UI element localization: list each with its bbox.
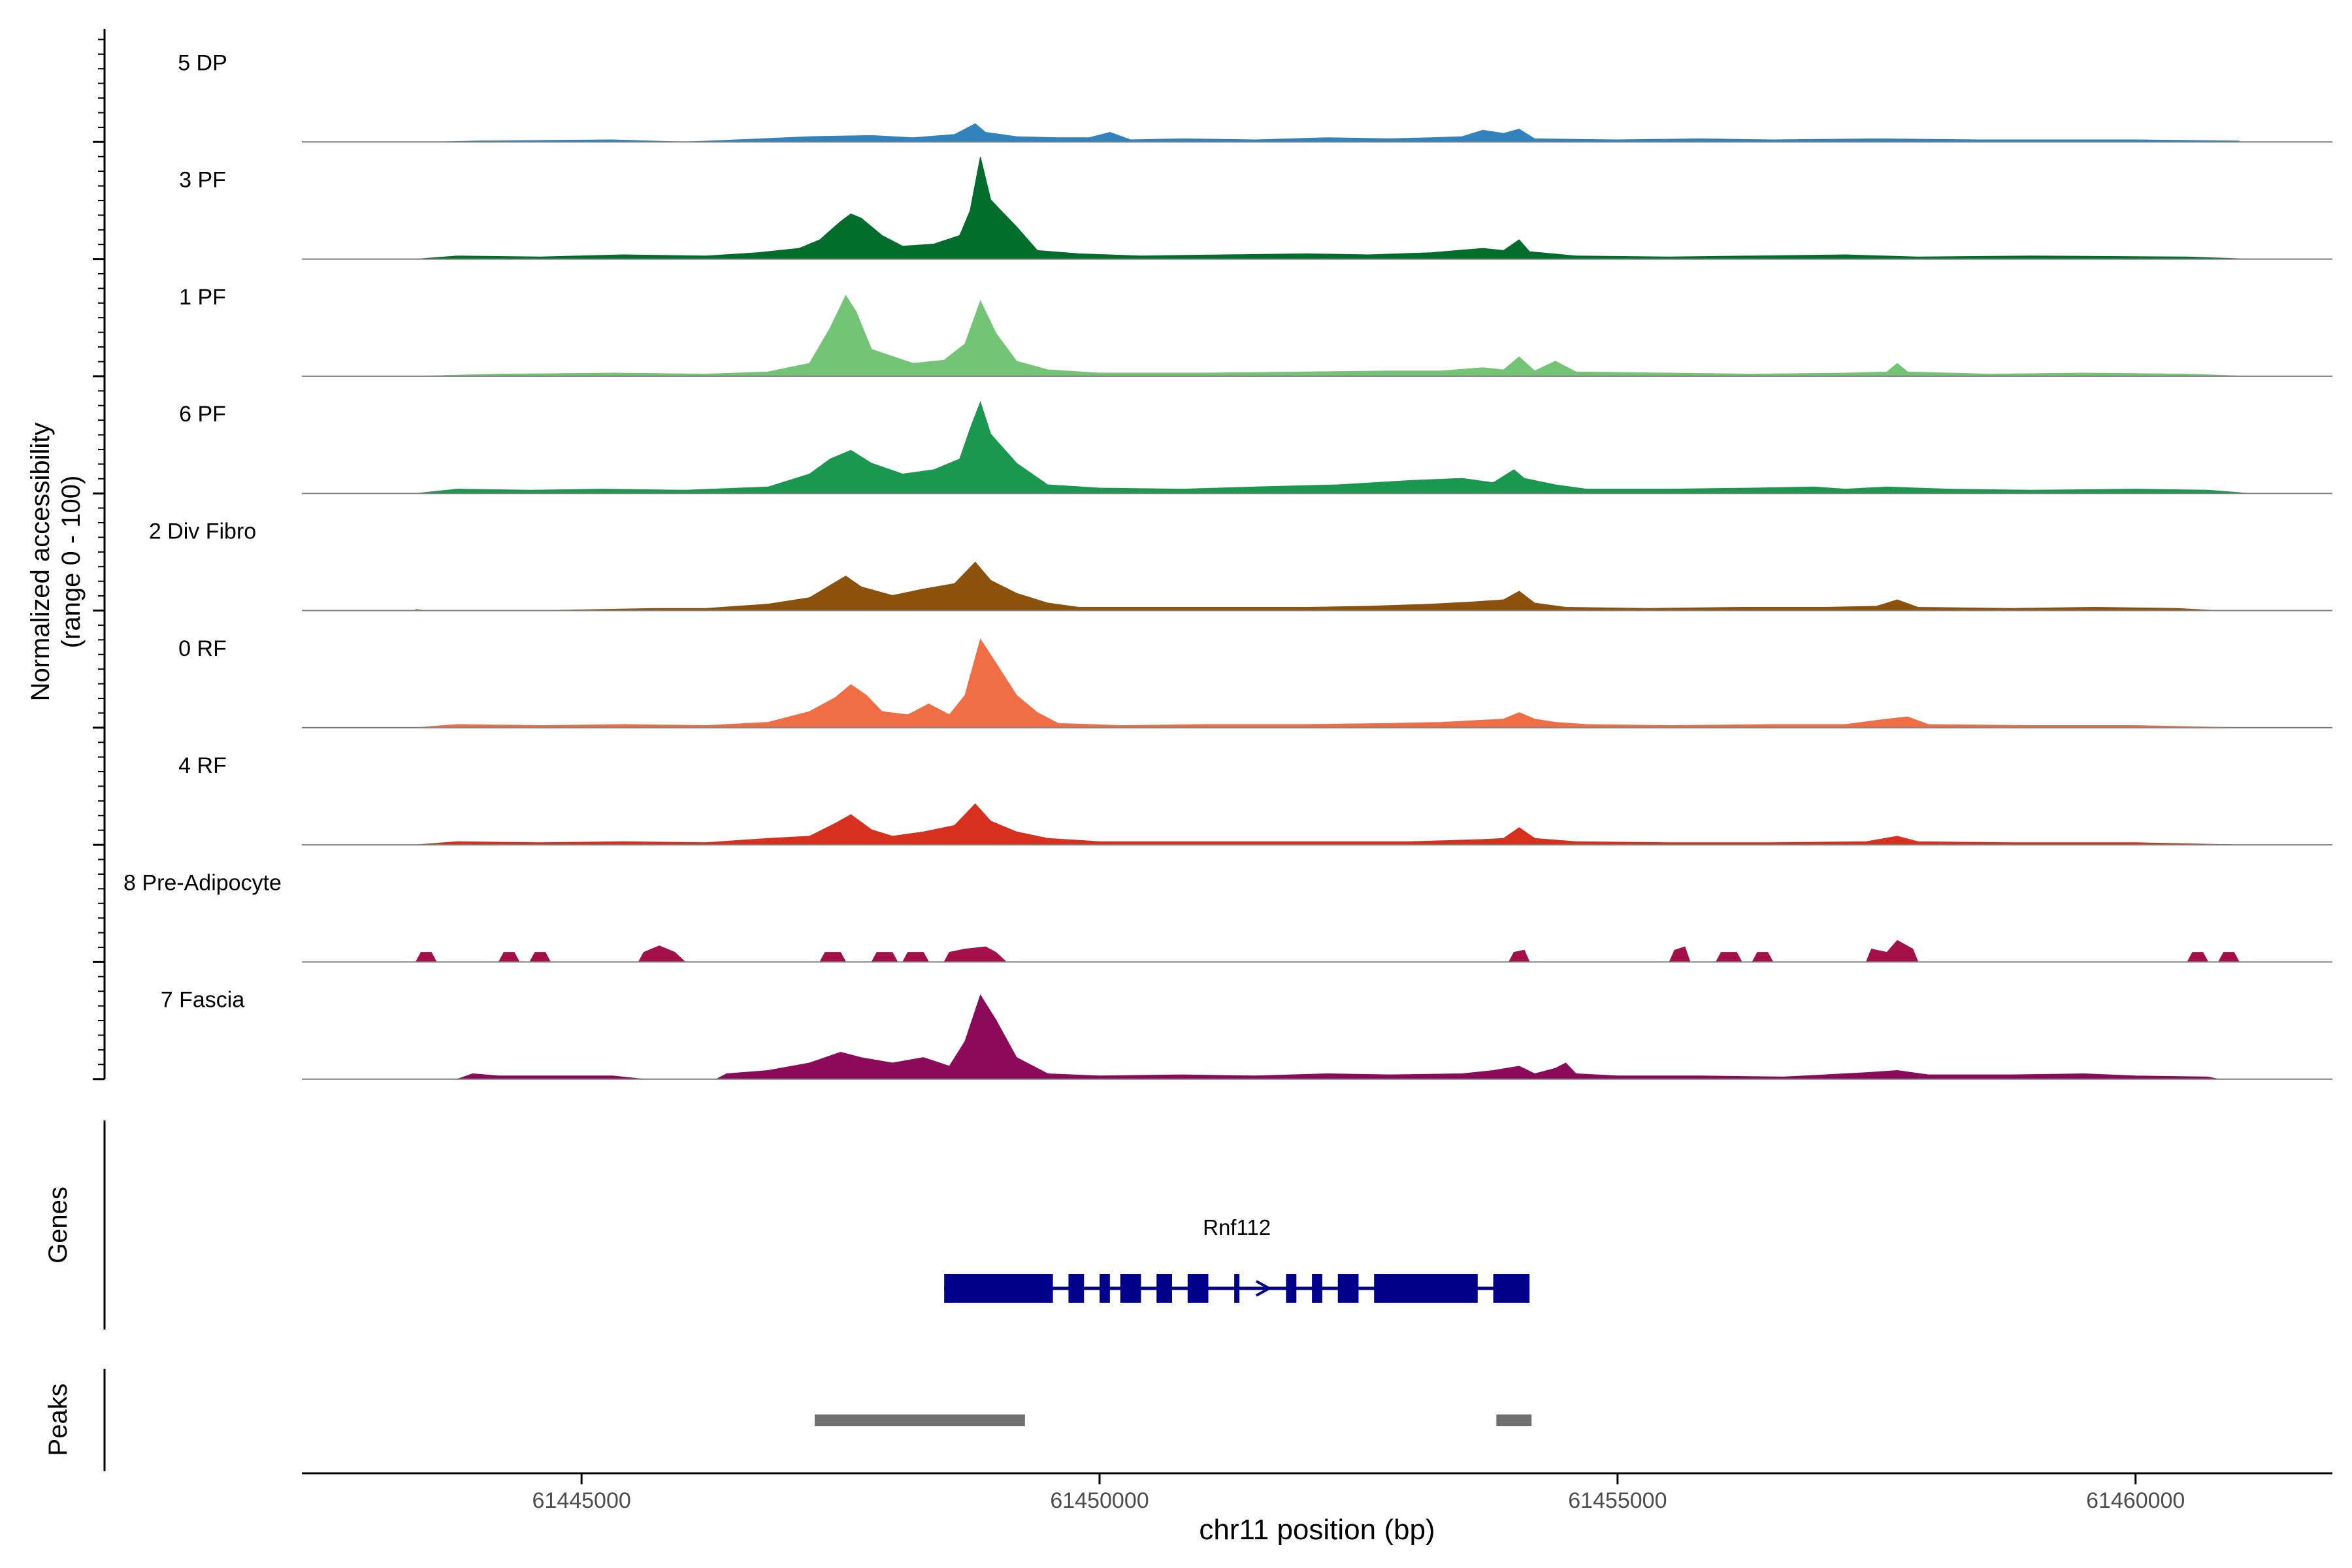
gene-exon	[1374, 1274, 1478, 1303]
peak-bar	[814, 1414, 1025, 1426]
y-axis-label-line1: Normalized accessibility	[26, 423, 55, 702]
track-0-rf: 0 RF	[178, 636, 2332, 728]
track-6-pf: 6 PF	[179, 400, 2332, 495]
gene-exon	[1156, 1274, 1172, 1303]
x-tick-label: 61450000	[1050, 1488, 1149, 1513]
x-tick-label: 61460000	[2086, 1488, 2185, 1513]
gene-exon	[1312, 1274, 1322, 1303]
peaks-panel	[814, 1414, 1532, 1426]
coverage-area	[415, 561, 2219, 611]
gene-exon	[1068, 1274, 1085, 1303]
coverage-area	[416, 156, 2250, 260]
track-8-pre-adipocyte: 8 Pre-Adipocyte	[123, 870, 2332, 963]
track-7-fascia: 7 Fascia	[161, 988, 2332, 1080]
coverage-area	[416, 295, 2250, 377]
gene-exon	[1337, 1274, 1359, 1303]
gene-exon	[1286, 1274, 1297, 1303]
coverage-area	[436, 123, 2240, 142]
gene-exon	[1100, 1274, 1110, 1303]
track-label: 8 Pre-Adipocyte	[123, 870, 282, 895]
track-1-pf: 1 PF	[179, 285, 2332, 377]
peak-bar	[1496, 1414, 1532, 1426]
x-axis-label: chr11 position (bp)	[1199, 1514, 1435, 1546]
peaks-axis-label: Peaks	[44, 1383, 73, 1456]
tracks-y-axis	[93, 29, 106, 1081]
track-2-div-fibro: 2 Div Fibro	[149, 519, 2332, 612]
gene-rnf112: Rnf112	[944, 1215, 1530, 1303]
gene-exon	[1187, 1274, 1209, 1303]
track-label: 1 PF	[179, 285, 226, 310]
y-axis-label-line2: (range 0 - 100)	[57, 476, 86, 649]
coverage-area	[415, 939, 2240, 962]
coverage-area	[416, 400, 2250, 494]
gene-name: Rnf112	[1203, 1215, 1271, 1239]
track-label: 3 PF	[179, 168, 226, 193]
gene-exon	[1234, 1274, 1240, 1303]
track-label: 7 Fascia	[161, 988, 245, 1013]
track-4-rf: 4 RF	[178, 753, 2332, 846]
track-label: 6 PF	[179, 402, 226, 427]
track-3-pf: 3 PF	[179, 156, 2332, 260]
gene-exon	[1120, 1274, 1141, 1303]
genes-panel: Rnf112	[944, 1215, 1530, 1303]
coverage-area	[416, 638, 2240, 728]
x-axis-ticks: 61445000 61450000 61455000 61460000	[532, 1473, 2185, 1513]
genes-axis-label: Genes	[44, 1186, 73, 1264]
tracks-panel: 5 DP 3 PF 1 PF 6 PF 2 Div Fibro 0 RF 4 RF 8 Pre…	[123, 50, 2332, 1080]
track-label: 5 DP	[178, 50, 227, 75]
gene-exon	[1493, 1274, 1530, 1303]
track-5-dp: 5 DP	[178, 50, 2332, 143]
track-label: 4 RF	[178, 753, 227, 778]
track-label: 2 Div Fibro	[149, 519, 256, 544]
track-label: 0 RF	[178, 636, 227, 661]
x-tick-label: 61445000	[532, 1488, 631, 1513]
strand-arrow-icon	[1255, 1280, 1272, 1297]
gene-exon	[944, 1274, 1053, 1303]
coverage-area	[416, 803, 2240, 845]
x-tick-label: 61455000	[1568, 1488, 1667, 1513]
